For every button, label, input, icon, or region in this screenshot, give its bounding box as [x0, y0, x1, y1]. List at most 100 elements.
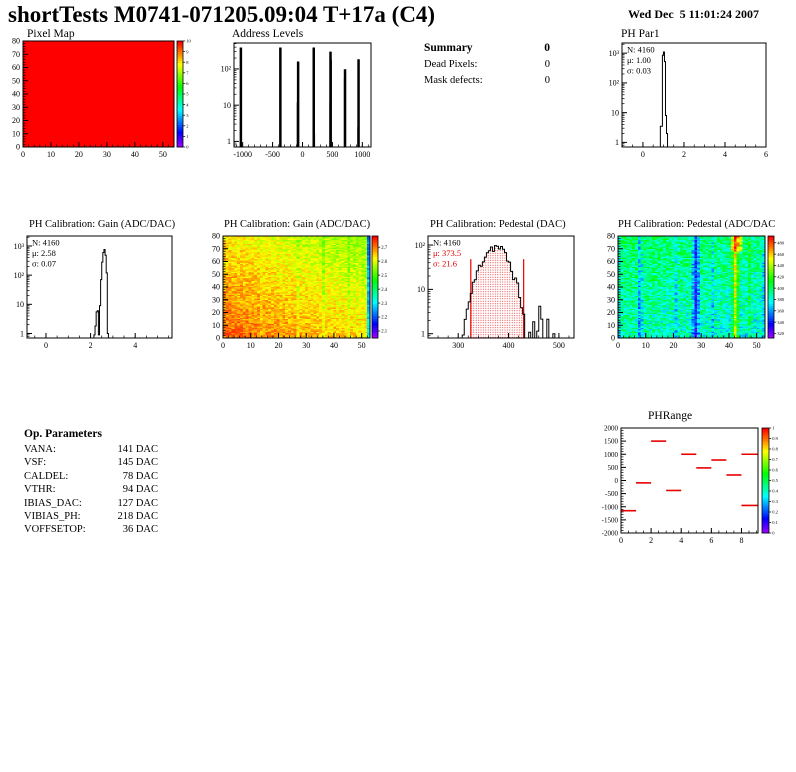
svg-text:400: 400: [503, 341, 515, 350]
svg-text:10: 10: [212, 321, 220, 330]
op-parameters-heading: Op. Parameters: [24, 428, 102, 440]
svg-text:4: 4: [723, 150, 727, 159]
svg-text:0: 0: [221, 341, 225, 350]
svg-text:80: 80: [212, 232, 220, 241]
param-vana-value: 141 DAC: [117, 444, 158, 455]
chart-title-pedestal-map: PH Calibration: Pedestal (ADC/DAC: [618, 219, 776, 230]
svg-text:2: 2: [682, 150, 686, 159]
svg-text:10: 10: [247, 341, 255, 350]
svg-text:10³: 10³: [609, 49, 620, 58]
op-parameters-panel: Op. Parameters VANA: 141 DAC VSF: 145 DAC …: [24, 428, 158, 537]
svg-text:9: 9: [186, 49, 189, 54]
svg-text:4: 4: [186, 102, 189, 107]
svg-text:σ: 21.6: σ: 21.6: [433, 259, 457, 269]
param-vibias-ph-label: VIBIAS_PH:: [24, 511, 81, 523]
svg-text:10: 10: [16, 300, 24, 309]
svg-text:3: 3: [186, 113, 189, 118]
summary-dead-pixels-value: 0: [544, 59, 550, 70]
summary-dead-pixels-label: Dead Pixels:: [424, 59, 478, 70]
svg-text:20: 20: [212, 308, 220, 317]
svg-text:40: 40: [330, 341, 338, 350]
svg-text:500: 500: [553, 341, 565, 350]
svg-text:4: 4: [133, 341, 137, 350]
svg-text:8: 8: [186, 60, 189, 65]
svg-text:10²: 10²: [415, 241, 426, 250]
svg-text:σ: 0.03: σ: 0.03: [627, 66, 651, 76]
gain-heatmap-chart: 0 10 20 30 40 50 0 10 20 30 40 50 60 70 80 2.1 2.2 2.3 2.4…: [212, 232, 388, 351]
page-title: shortTests M0741-071205.09:04 T+17a (C4): [8, 2, 436, 27]
param-vthr-value: 94 DAC: [122, 484, 158, 496]
svg-text:2: 2: [89, 341, 93, 350]
summary-mask-defects-label: Mask defects:: [424, 74, 483, 86]
svg-text:300: 300: [452, 341, 464, 350]
svg-text:μ: 2.58: μ: 2.58: [32, 248, 56, 258]
svg-text:0: 0: [216, 334, 220, 343]
chart-title-ph-range: PHRange: [648, 410, 693, 422]
chart-title-ph-par1: PH Par1: [621, 28, 660, 40]
param-vsf-label: VSF:: [24, 457, 47, 469]
chart-title-pixel-map: Pixel Map: [27, 28, 75, 40]
param-caldel-value: 78 DAC: [122, 470, 158, 482]
svg-text:10: 10: [417, 285, 425, 294]
svg-text:50: 50: [212, 270, 220, 279]
svg-text:6: 6: [764, 150, 768, 159]
param-ibias-dac-label: IBIAS_DAC:: [24, 497, 82, 509]
svg-text:50: 50: [12, 76, 20, 85]
summary-panel: Summary 0 Dead Pixels: 0 Mask defects: 0: [424, 42, 550, 88]
svg-text:2.6: 2.6: [381, 260, 388, 265]
timestamp: Wed Dec 5 11:01:24 2007: [628, 7, 759, 21]
svg-text:0: 0: [16, 143, 20, 152]
svg-text:2.7: 2.7: [381, 246, 388, 251]
svg-text:1000: 1000: [354, 150, 370, 159]
pixel-map-chart: 0 10 20 30 40 50 0 10 20 30 40 50 60 70 80 0 1 2 3 4 5 6 7 8 9 10: [12, 37, 191, 160]
svg-text:50: 50: [358, 341, 366, 350]
svg-text:60: 60: [12, 63, 20, 72]
svg-text:5: 5: [186, 92, 189, 97]
address-levels-chart: -1000 -500 0 500 1000 1 10 10²: [221, 42, 372, 159]
svg-text:N: 4160: N: 4160: [32, 238, 60, 248]
svg-text:1: 1: [615, 138, 619, 147]
svg-text:7: 7: [186, 71, 189, 76]
svg-text:2.4: 2.4: [381, 288, 388, 293]
svg-text:40: 40: [212, 283, 220, 292]
svg-text:6: 6: [186, 81, 189, 86]
param-voffsetop-label: VOFFSETOP:: [24, 524, 86, 536]
param-voffsetop-value: 36 DAC: [122, 524, 158, 536]
chart-title-address-levels: Address Levels: [232, 28, 304, 40]
svg-text:20: 20: [75, 150, 83, 159]
svg-text:70: 70: [12, 50, 20, 59]
svg-text:σ: 0.07: σ: 0.07: [32, 259, 56, 269]
svg-text:N: 4160: N: 4160: [627, 45, 655, 55]
svg-text:2.3: 2.3: [381, 302, 388, 307]
svg-text:-1000: -1000: [233, 150, 252, 159]
param-vsf-value: 145 DAC: [117, 457, 158, 469]
param-ibias-dac-value: 127 DAC: [117, 497, 158, 509]
svg-text:10²: 10²: [609, 79, 620, 88]
summary-total-value: 0: [544, 42, 550, 54]
ph-range-chart: 0 2 4 6 8-2000-1500-1000-5000500100015002000…: [602, 425, 779, 546]
svg-text:10²: 10²: [14, 271, 25, 280]
svg-text:20: 20: [12, 116, 20, 125]
svg-text:10: 10: [611, 108, 619, 117]
svg-text:30: 30: [212, 295, 220, 304]
svg-text:60: 60: [212, 257, 220, 266]
pedestal-heatmap-chart: 0 10 20 30 40 5001020304050607080320340360380…: [607, 232, 785, 351]
svg-text:0: 0: [21, 150, 25, 159]
svg-text:0: 0: [186, 145, 189, 150]
chart-title-gain-hist: PH Calibration: Gain (ADC/DAC): [29, 219, 176, 230]
chart-title-pedestal-hist: PH Calibration: Pedestal (DAC): [430, 219, 566, 230]
svg-text:10: 10: [186, 39, 191, 44]
svg-text:70: 70: [212, 244, 220, 253]
svg-text:-500: -500: [265, 150, 280, 159]
svg-text:10: 10: [47, 150, 55, 159]
svg-text:30: 30: [12, 103, 20, 112]
svg-text:1: 1: [421, 330, 425, 339]
svg-text:2.2: 2.2: [381, 316, 388, 321]
svg-text:10³: 10³: [14, 242, 25, 251]
svg-text:30: 30: [103, 150, 111, 159]
svg-text:μ: 1.00: μ: 1.00: [627, 55, 651, 65]
